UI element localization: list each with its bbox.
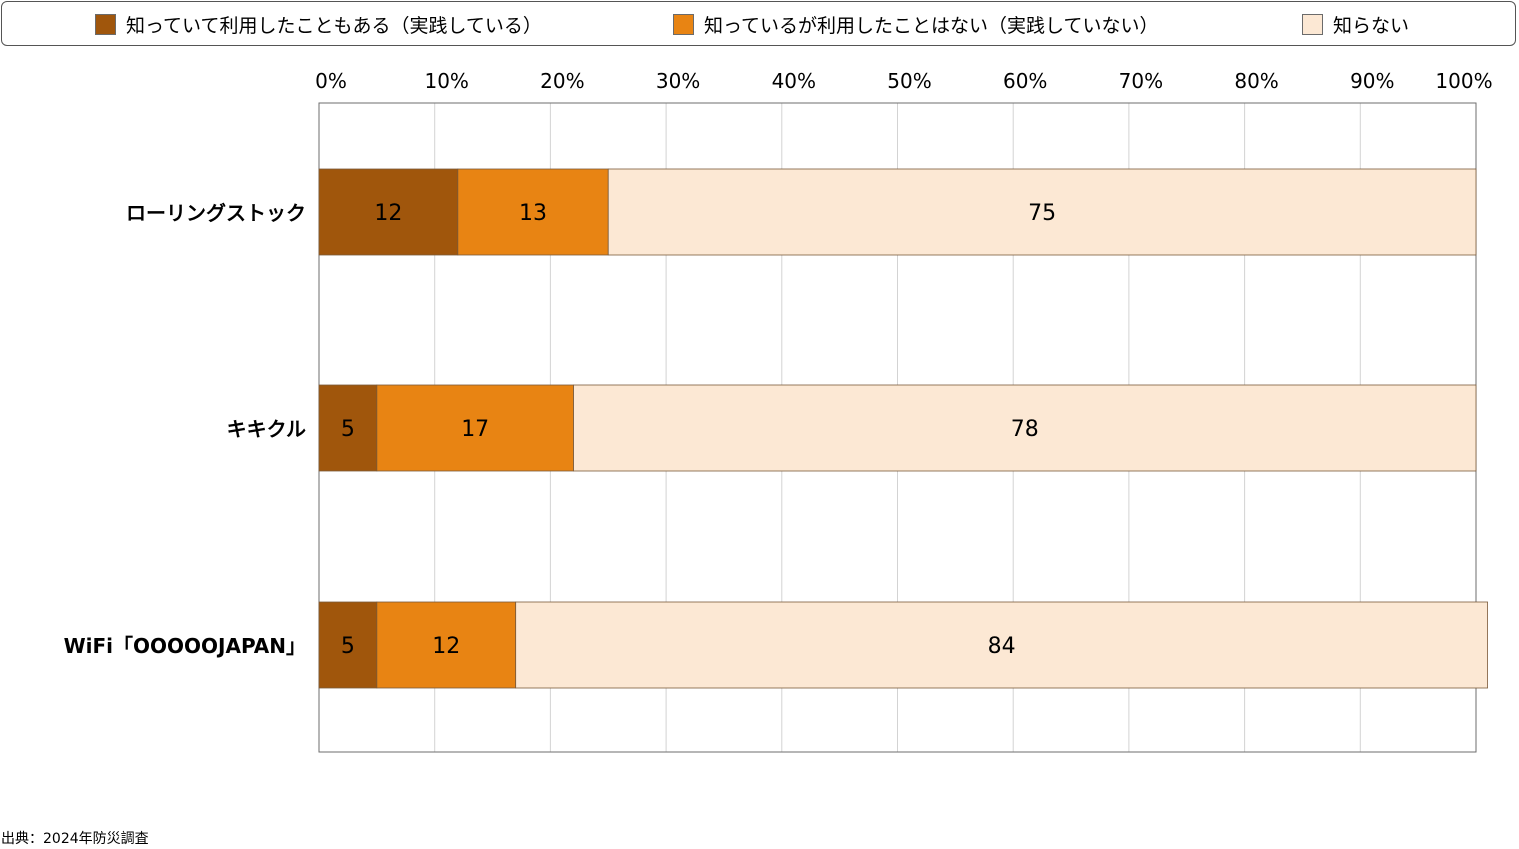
x-tick-label: 100% [1435,69,1492,93]
legend-label-practiced: 知っていて利用したこともある（実践している） [126,15,542,37]
category-label: キキクル [227,417,306,441]
bar-segment [607,168,1477,256]
bar-value-label: 12 [374,201,402,226]
bar-segment [318,384,378,472]
chart-legend: 知っていて利用したこともある（実践している） 知っているが利用したことはない（実… [1,1,1516,46]
x-tick-label: 0% [315,69,347,93]
legend-label-known-not-used: 知っているが利用したことはない（実践していない） [704,15,1159,37]
x-tick-label: 10% [424,69,468,93]
category-label: WiFi「OOOOOJAPAN」 [64,634,306,658]
legend-swatch-known-not-used [673,14,694,35]
bar-segment [318,168,459,256]
x-tick-label: 30% [656,69,700,93]
source-note: 出典：2024年防災調査 [1,831,149,847]
bar-segment [376,601,517,689]
bar-value-label: 13 [519,201,547,226]
x-tick-label: 90% [1350,69,1394,93]
legend-item-practiced: 知っていて利用したこともある（実践している） [95,2,542,47]
x-tick-label: 40% [772,69,816,93]
bar-value-label: 78 [1011,417,1039,442]
legend-swatch-unknown [1302,14,1323,35]
bar-value-label: 5 [341,634,355,659]
bar-segment [573,384,1477,472]
x-tick-label: 80% [1234,69,1278,93]
bar-value-label: 75 [1028,201,1056,226]
bar-segment [515,601,1488,689]
legend-item-unknown: 知らない [1302,2,1409,47]
legend-swatch-practiced [95,14,116,35]
x-tick-label: 20% [540,69,584,93]
x-tick-label: 70% [1119,69,1163,93]
bar-segment [376,384,574,472]
bar-segment [457,168,609,256]
bar-value-label: 5 [341,417,355,442]
legend-label-unknown: 知らない [1333,15,1410,37]
x-tick-label: 50% [887,69,931,93]
bar-value-label: 12 [432,634,460,659]
category-label: ローリングストック [126,201,306,225]
bar-value-label: 17 [461,417,489,442]
legend-item-known-not-used: 知っているが利用したことはない（実践していない） [673,2,1158,47]
x-tick-label: 60% [1003,69,1047,93]
bar-segment [318,601,378,689]
bar-value-label: 84 [988,634,1016,659]
